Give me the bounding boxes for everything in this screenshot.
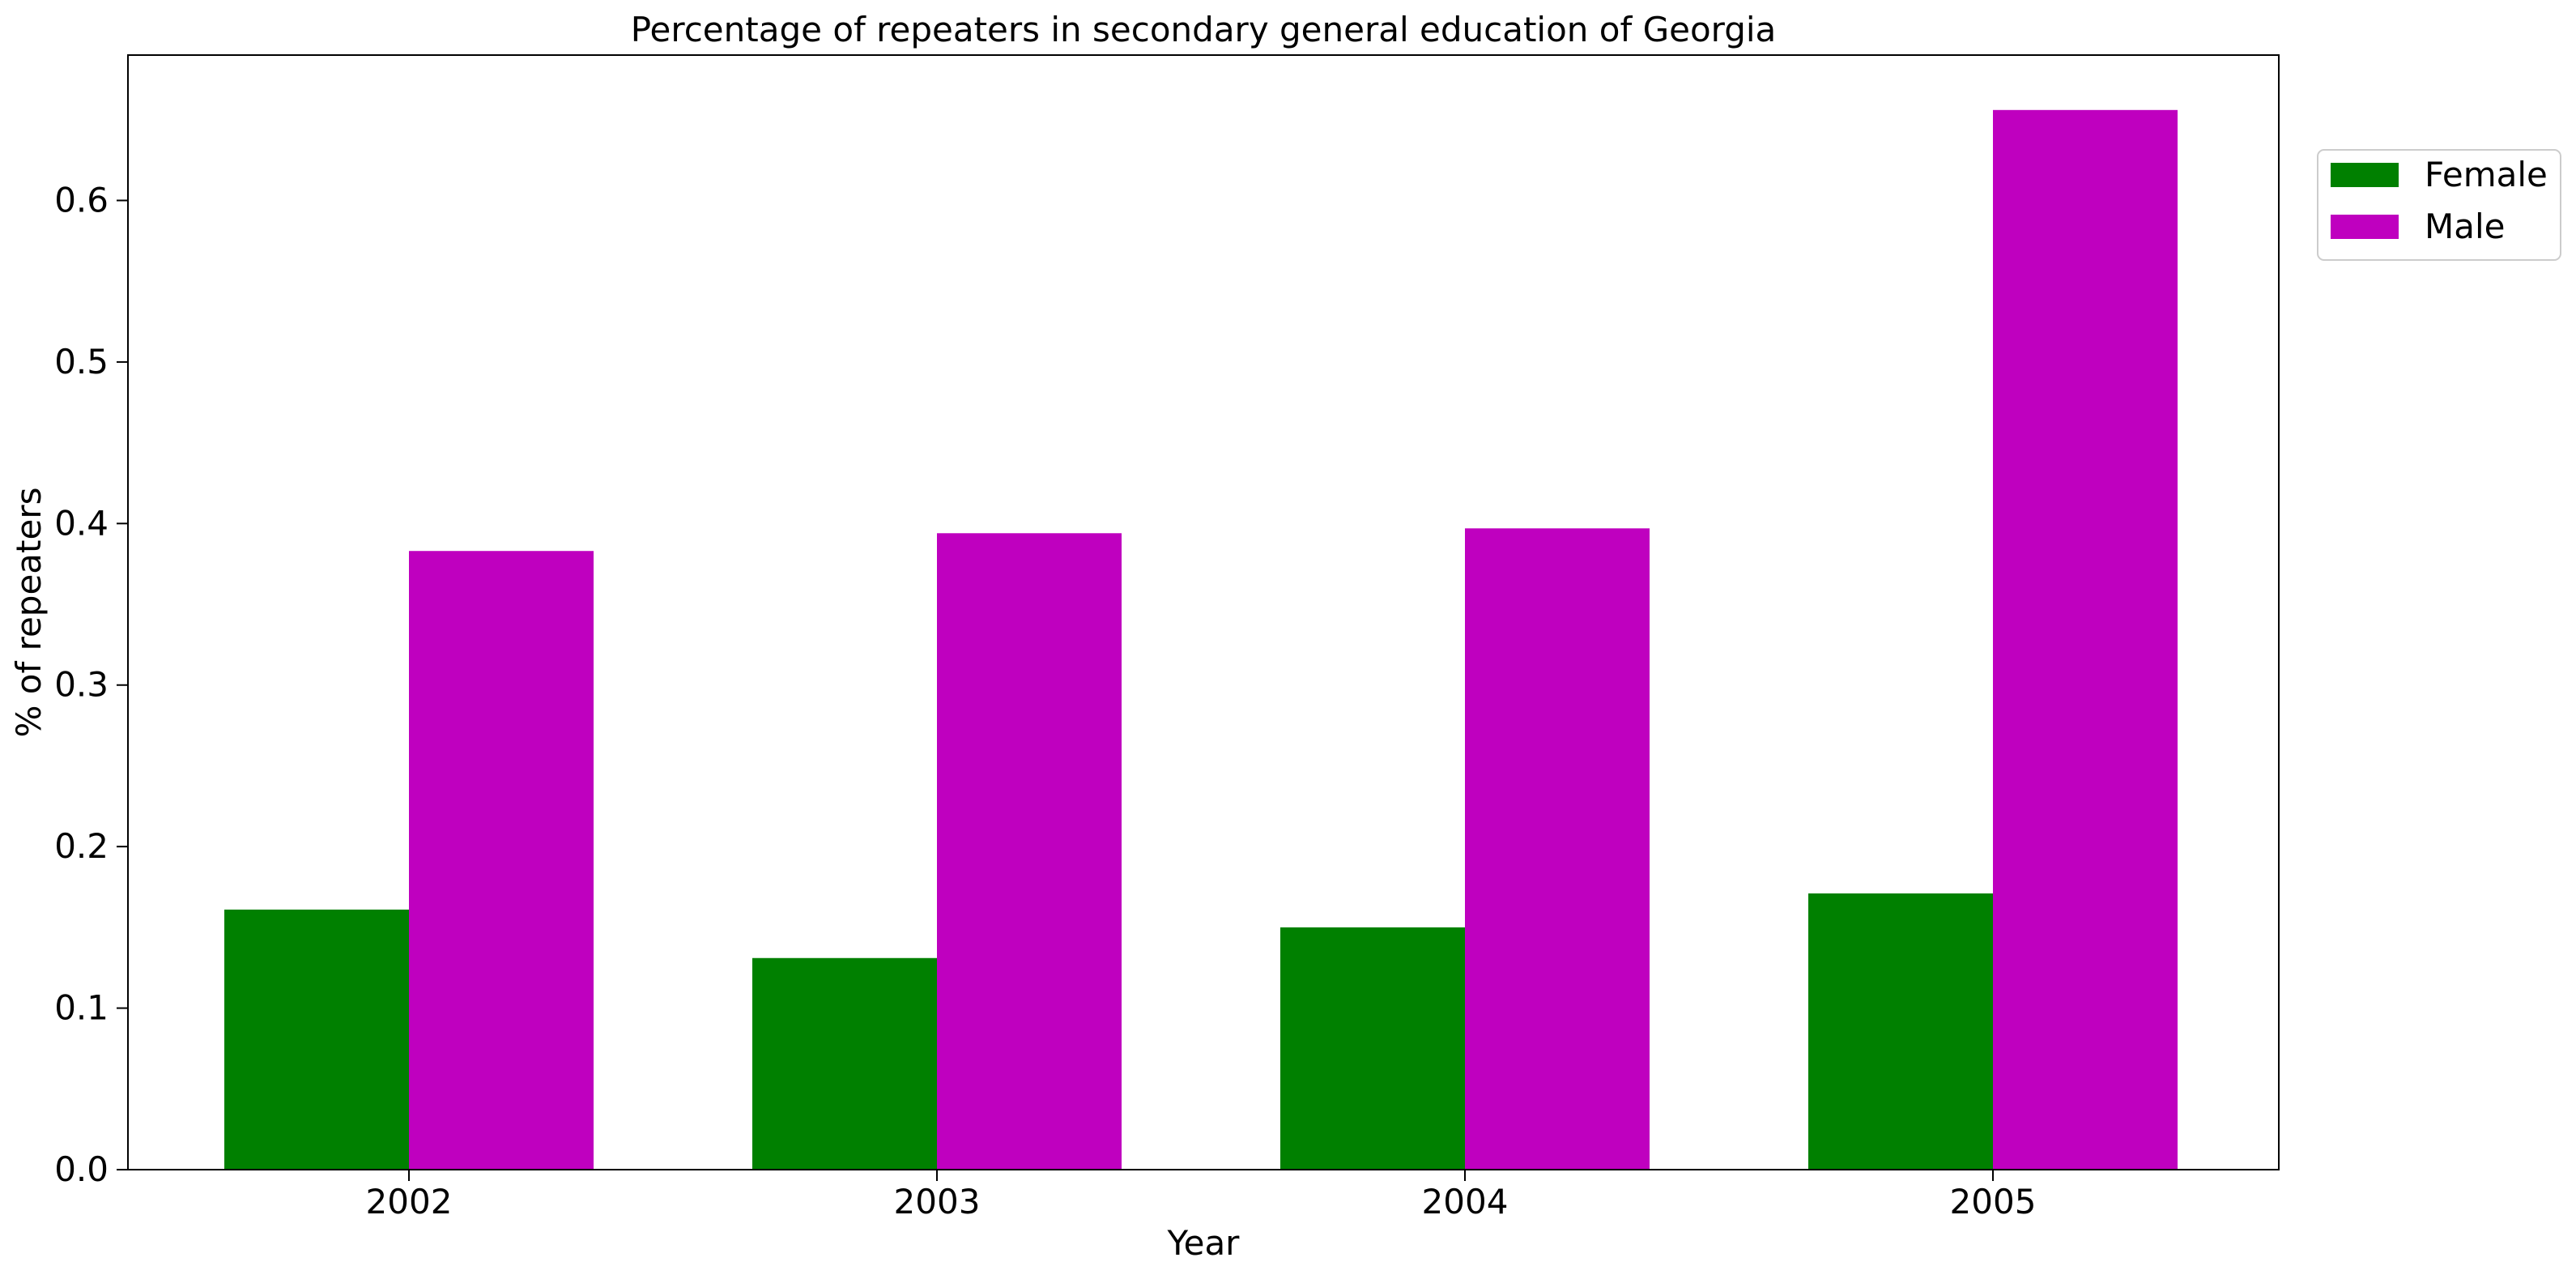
bar-female-2004 — [1280, 927, 1465, 1170]
bar-male-2005 — [1993, 109, 2178, 1170]
x-tick-label: 2003 — [894, 1182, 981, 1221]
y-tick-label: 0.3 — [54, 665, 109, 705]
y-tick-label: 0.2 — [54, 826, 109, 866]
bar-female-2005 — [1808, 893, 1993, 1170]
legend-label-female: Female — [2425, 155, 2548, 194]
chart-title: Percentage of repeaters in secondary gen… — [631, 10, 1777, 49]
bar-male-2004 — [1465, 528, 1650, 1170]
y-tick-label: 0.5 — [54, 342, 109, 382]
legend: Female Male — [2317, 149, 2561, 261]
plot-frame — [127, 54, 2280, 1170]
y-axis: 0.0 0.1 0.2 0.3 0.4 0.5 0.6 — [54, 180, 128, 1189]
x-axis: 2002 2003 2004 2005 — [366, 1170, 2037, 1221]
y-axis-label: % of repeaters — [9, 488, 49, 738]
x-tick-label: 2005 — [1950, 1182, 2037, 1221]
x-tick-label: 2002 — [366, 1182, 453, 1221]
legend-swatch-female — [2331, 163, 2399, 187]
bar-male-2002 — [409, 551, 594, 1170]
plot-area — [224, 109, 2178, 1170]
y-tick-label: 0.6 — [54, 180, 109, 220]
bar-female-2002 — [224, 909, 409, 1170]
legend-swatch-male — [2331, 215, 2399, 239]
x-tick-label: 2004 — [1422, 1182, 1509, 1221]
y-tick-label: 0.1 — [54, 988, 109, 1028]
x-axis-label: Year — [1167, 1223, 1241, 1263]
y-tick-label: 0.4 — [54, 503, 109, 543]
bar-female-2003 — [752, 957, 937, 1170]
y-tick-label: 0.0 — [54, 1149, 109, 1189]
bar-male-2003 — [937, 533, 1122, 1170]
legend-label-male: Male — [2425, 207, 2505, 246]
